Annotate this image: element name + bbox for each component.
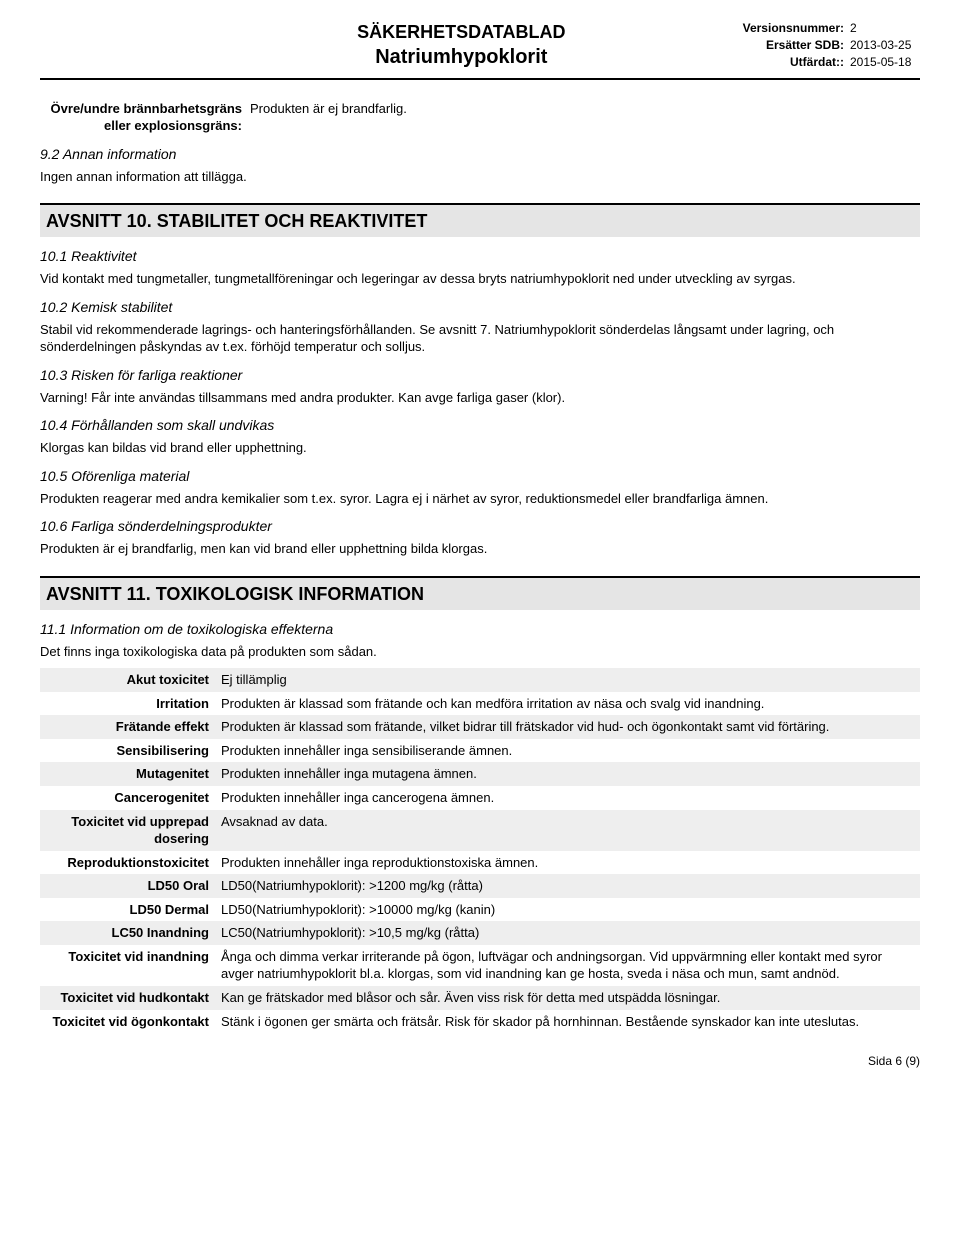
tox-label: LC50 Inandning	[40, 921, 215, 945]
tox-row: MutagenitetProdukten innehåller inga mut…	[40, 762, 920, 786]
tox-value: Produkten är klassad som frätande, vilke…	[215, 715, 920, 739]
tox-row: Toxicitet vid hudkontaktKan ge frätskado…	[40, 986, 920, 1010]
section-11-header: AVSNITT 11. TOXIKOLOGISK INFORMATION	[40, 576, 920, 610]
tox-table: Akut toxicitetEj tillämpligIrritationPro…	[40, 668, 920, 1033]
tox-label: LD50 Dermal	[40, 898, 215, 922]
subsection-heading: 10.2 Kemisk stabilitet	[40, 298, 920, 317]
tox-label: LD50 Oral	[40, 874, 215, 898]
tox-label: Toxicitet vid inandning	[40, 945, 215, 986]
tox-value: Produkten innehåller inga reproduktionst…	[215, 851, 920, 875]
meta-row-version: Versionsnummer: 2	[743, 20, 920, 36]
sub-11-1: 11.1 Information om de toxikologiska eff…	[40, 620, 920, 639]
meta-label: Versionsnummer:	[743, 20, 844, 36]
subsection-text: Stabil vid rekommenderade lagrings- och …	[40, 321, 920, 356]
substance-title: Natriumhypoklorit	[180, 44, 743, 71]
tox-label: Mutagenitet	[40, 762, 215, 786]
tox-value: Produkten är klassad som frätande och ka…	[215, 692, 920, 716]
tox-row: Toxicitet vid inandningÅnga och dimma ve…	[40, 945, 920, 986]
subsection-heading: 10.4 Förhållanden som skall undvikas	[40, 416, 920, 435]
header-left: SÄKERHETSDATABLAD Natriumhypoklorit	[40, 20, 743, 71]
meta-value: 2015-05-18	[850, 54, 920, 70]
subsection-text: Varning! Får inte användas tillsammans m…	[40, 389, 920, 407]
tox-value: Stänk i ögonen ger smärta och frätsår. R…	[215, 1010, 920, 1034]
meta-label: Ersätter SDB:	[766, 37, 844, 53]
tox-row: CancerogenitetProdukten innehåller inga …	[40, 786, 920, 810]
tox-value: Produkten innehåller inga sensibiliseran…	[215, 739, 920, 763]
tox-row: SensibiliseringProdukten innehåller inga…	[40, 739, 920, 763]
meta-row-replaces: Ersätter SDB: 2013-03-25	[743, 37, 920, 53]
tox-row: Akut toxicitetEj tillämplig	[40, 668, 920, 692]
tox-label: Akut toxicitet	[40, 668, 215, 692]
subsection-heading: 10.6 Farliga sönderdelningsprodukter	[40, 517, 920, 536]
page-footer: Sida 6 (9)	[40, 1053, 920, 1069]
tox-value: Ånga och dimma verkar irriterande på ögo…	[215, 945, 920, 986]
tox-label: Toxicitet vid hudkontakt	[40, 986, 215, 1010]
tox-row: LD50 DermalLD50(Natriumhypoklorit): >100…	[40, 898, 920, 922]
tox-label: Cancerogenitet	[40, 786, 215, 810]
tox-value: Kan ge frätskador med blåsor och sår. Äv…	[215, 986, 920, 1010]
section-10-title: AVSNITT 10. STABILITET OCH REAKTIVITET	[46, 209, 914, 233]
tox-value: LD50(Natriumhypoklorit): >1200 mg/kg (rå…	[215, 874, 920, 898]
section-10-header: AVSNITT 10. STABILITET OCH REAKTIVITET	[40, 203, 920, 237]
tox-label: Reproduktionstoxicitet	[40, 851, 215, 875]
intro-11-1: Det finns inga toxikologiska data på pro…	[40, 643, 920, 661]
tox-row: LD50 OralLD50(Natriumhypoklorit): >1200 …	[40, 874, 920, 898]
doc-type-title: SÄKERHETSDATABLAD	[180, 20, 743, 44]
tox-label: Irritation	[40, 692, 215, 716]
subsection-text: Vid kontakt med tungmetaller, tungmetall…	[40, 270, 920, 288]
tox-value: Produkten innehåller inga mutagena ämnen…	[215, 762, 920, 786]
tox-row: Toxicitet vid ögonkontaktStänk i ögonen …	[40, 1010, 920, 1034]
subsection-heading: 10.3 Risken för farliga reaktioner	[40, 366, 920, 385]
text-9-2: Ingen annan information att tillägga.	[40, 168, 920, 186]
kv-value: Produkten är ej brandfarlig.	[250, 100, 920, 135]
tox-label: Frätande effekt	[40, 715, 215, 739]
meta-value: 2013-03-25	[850, 37, 920, 53]
tox-label: Sensibilisering	[40, 739, 215, 763]
subsection-heading: 10.5 Oförenliga material	[40, 467, 920, 486]
meta-row-issued: Utfärdat:: 2015-05-18	[743, 54, 920, 70]
sub-9-2: 9.2 Annan information	[40, 145, 920, 164]
tox-label: Toxicitet vid upprepad dosering	[40, 810, 215, 851]
meta-value: 2	[850, 20, 920, 36]
tox-value: LC50(Natriumhypoklorit): >10,5 mg/kg (rå…	[215, 921, 920, 945]
tox-value: Ej tillämplig	[215, 668, 920, 692]
tox-row: ReproduktionstoxicitetProdukten innehåll…	[40, 851, 920, 875]
subsection-text: Produkten är ej brandfarlig, men kan vid…	[40, 540, 920, 558]
tox-row: LC50 InandningLC50(Natriumhypoklorit): >…	[40, 921, 920, 945]
flammability-limits-block: Övre/undre brännbarhetsgräns eller explo…	[40, 100, 920, 135]
tox-value: Avsaknad av data.	[215, 810, 920, 851]
section-11-title: AVSNITT 11. TOXIKOLOGISK INFORMATION	[46, 582, 914, 606]
page-header: SÄKERHETSDATABLAD Natriumhypoklorit Vers…	[40, 20, 920, 80]
kv-label: Övre/undre brännbarhetsgräns eller explo…	[40, 100, 250, 135]
tox-row: Toxicitet vid upprepad doseringAvsaknad …	[40, 810, 920, 851]
section-10-body: 10.1 Reaktivitet Vid kontakt med tungmeta…	[40, 247, 920, 557]
tox-row: IrritationProdukten är klassad som fräta…	[40, 692, 920, 716]
subsection-heading: 10.1 Reaktivitet	[40, 247, 920, 266]
meta-label: Utfärdat::	[790, 54, 844, 70]
header-meta: Versionsnummer: 2 Ersätter SDB: 2013-03-…	[743, 20, 920, 72]
tox-value: LD50(Natriumhypoklorit): >10000 mg/kg (k…	[215, 898, 920, 922]
tox-label: Toxicitet vid ögonkontakt	[40, 1010, 215, 1034]
subsection-text: Klorgas kan bildas vid brand eller upphe…	[40, 439, 920, 457]
subsection-text: Produkten reagerar med andra kemikalier …	[40, 490, 920, 508]
tox-row: Frätande effektProdukten är klassad som …	[40, 715, 920, 739]
tox-value: Produkten innehåller inga cancerogena äm…	[215, 786, 920, 810]
